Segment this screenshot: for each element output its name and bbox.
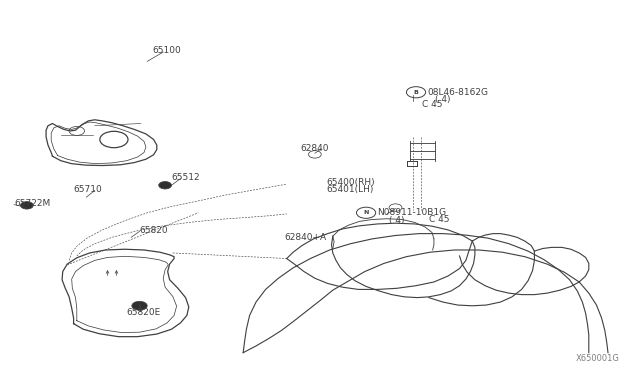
Text: N: N: [364, 210, 369, 215]
Text: 08L46-8162G: 08L46-8162G: [428, 88, 488, 97]
Text: 65820: 65820: [140, 226, 168, 235]
Circle shape: [20, 202, 33, 209]
Text: 65722M: 65722M: [14, 199, 51, 208]
Text: B: B: [413, 90, 419, 95]
Circle shape: [132, 301, 147, 310]
Text: 65820E: 65820E: [127, 308, 161, 317]
Circle shape: [159, 182, 172, 189]
Text: X650001G: X650001G: [575, 354, 620, 363]
Text: 62840: 62840: [301, 144, 330, 153]
Text: C 45: C 45: [422, 100, 443, 109]
Text: C 45: C 45: [429, 215, 449, 224]
Text: 65400(RH): 65400(RH): [326, 178, 375, 187]
Text: 65710: 65710: [74, 185, 102, 194]
Circle shape: [389, 204, 402, 211]
Text: 65401(LH): 65401(LH): [326, 185, 374, 194]
Circle shape: [308, 151, 321, 158]
Text: 65512: 65512: [172, 173, 200, 182]
Text: N08911-10B1G: N08911-10B1G: [378, 208, 447, 217]
Text: 62840+A: 62840+A: [285, 233, 327, 242]
Text: ( 4): ( 4): [389, 216, 404, 225]
Text: ( 4): ( 4): [435, 95, 451, 104]
Text: 65100: 65100: [152, 46, 181, 55]
